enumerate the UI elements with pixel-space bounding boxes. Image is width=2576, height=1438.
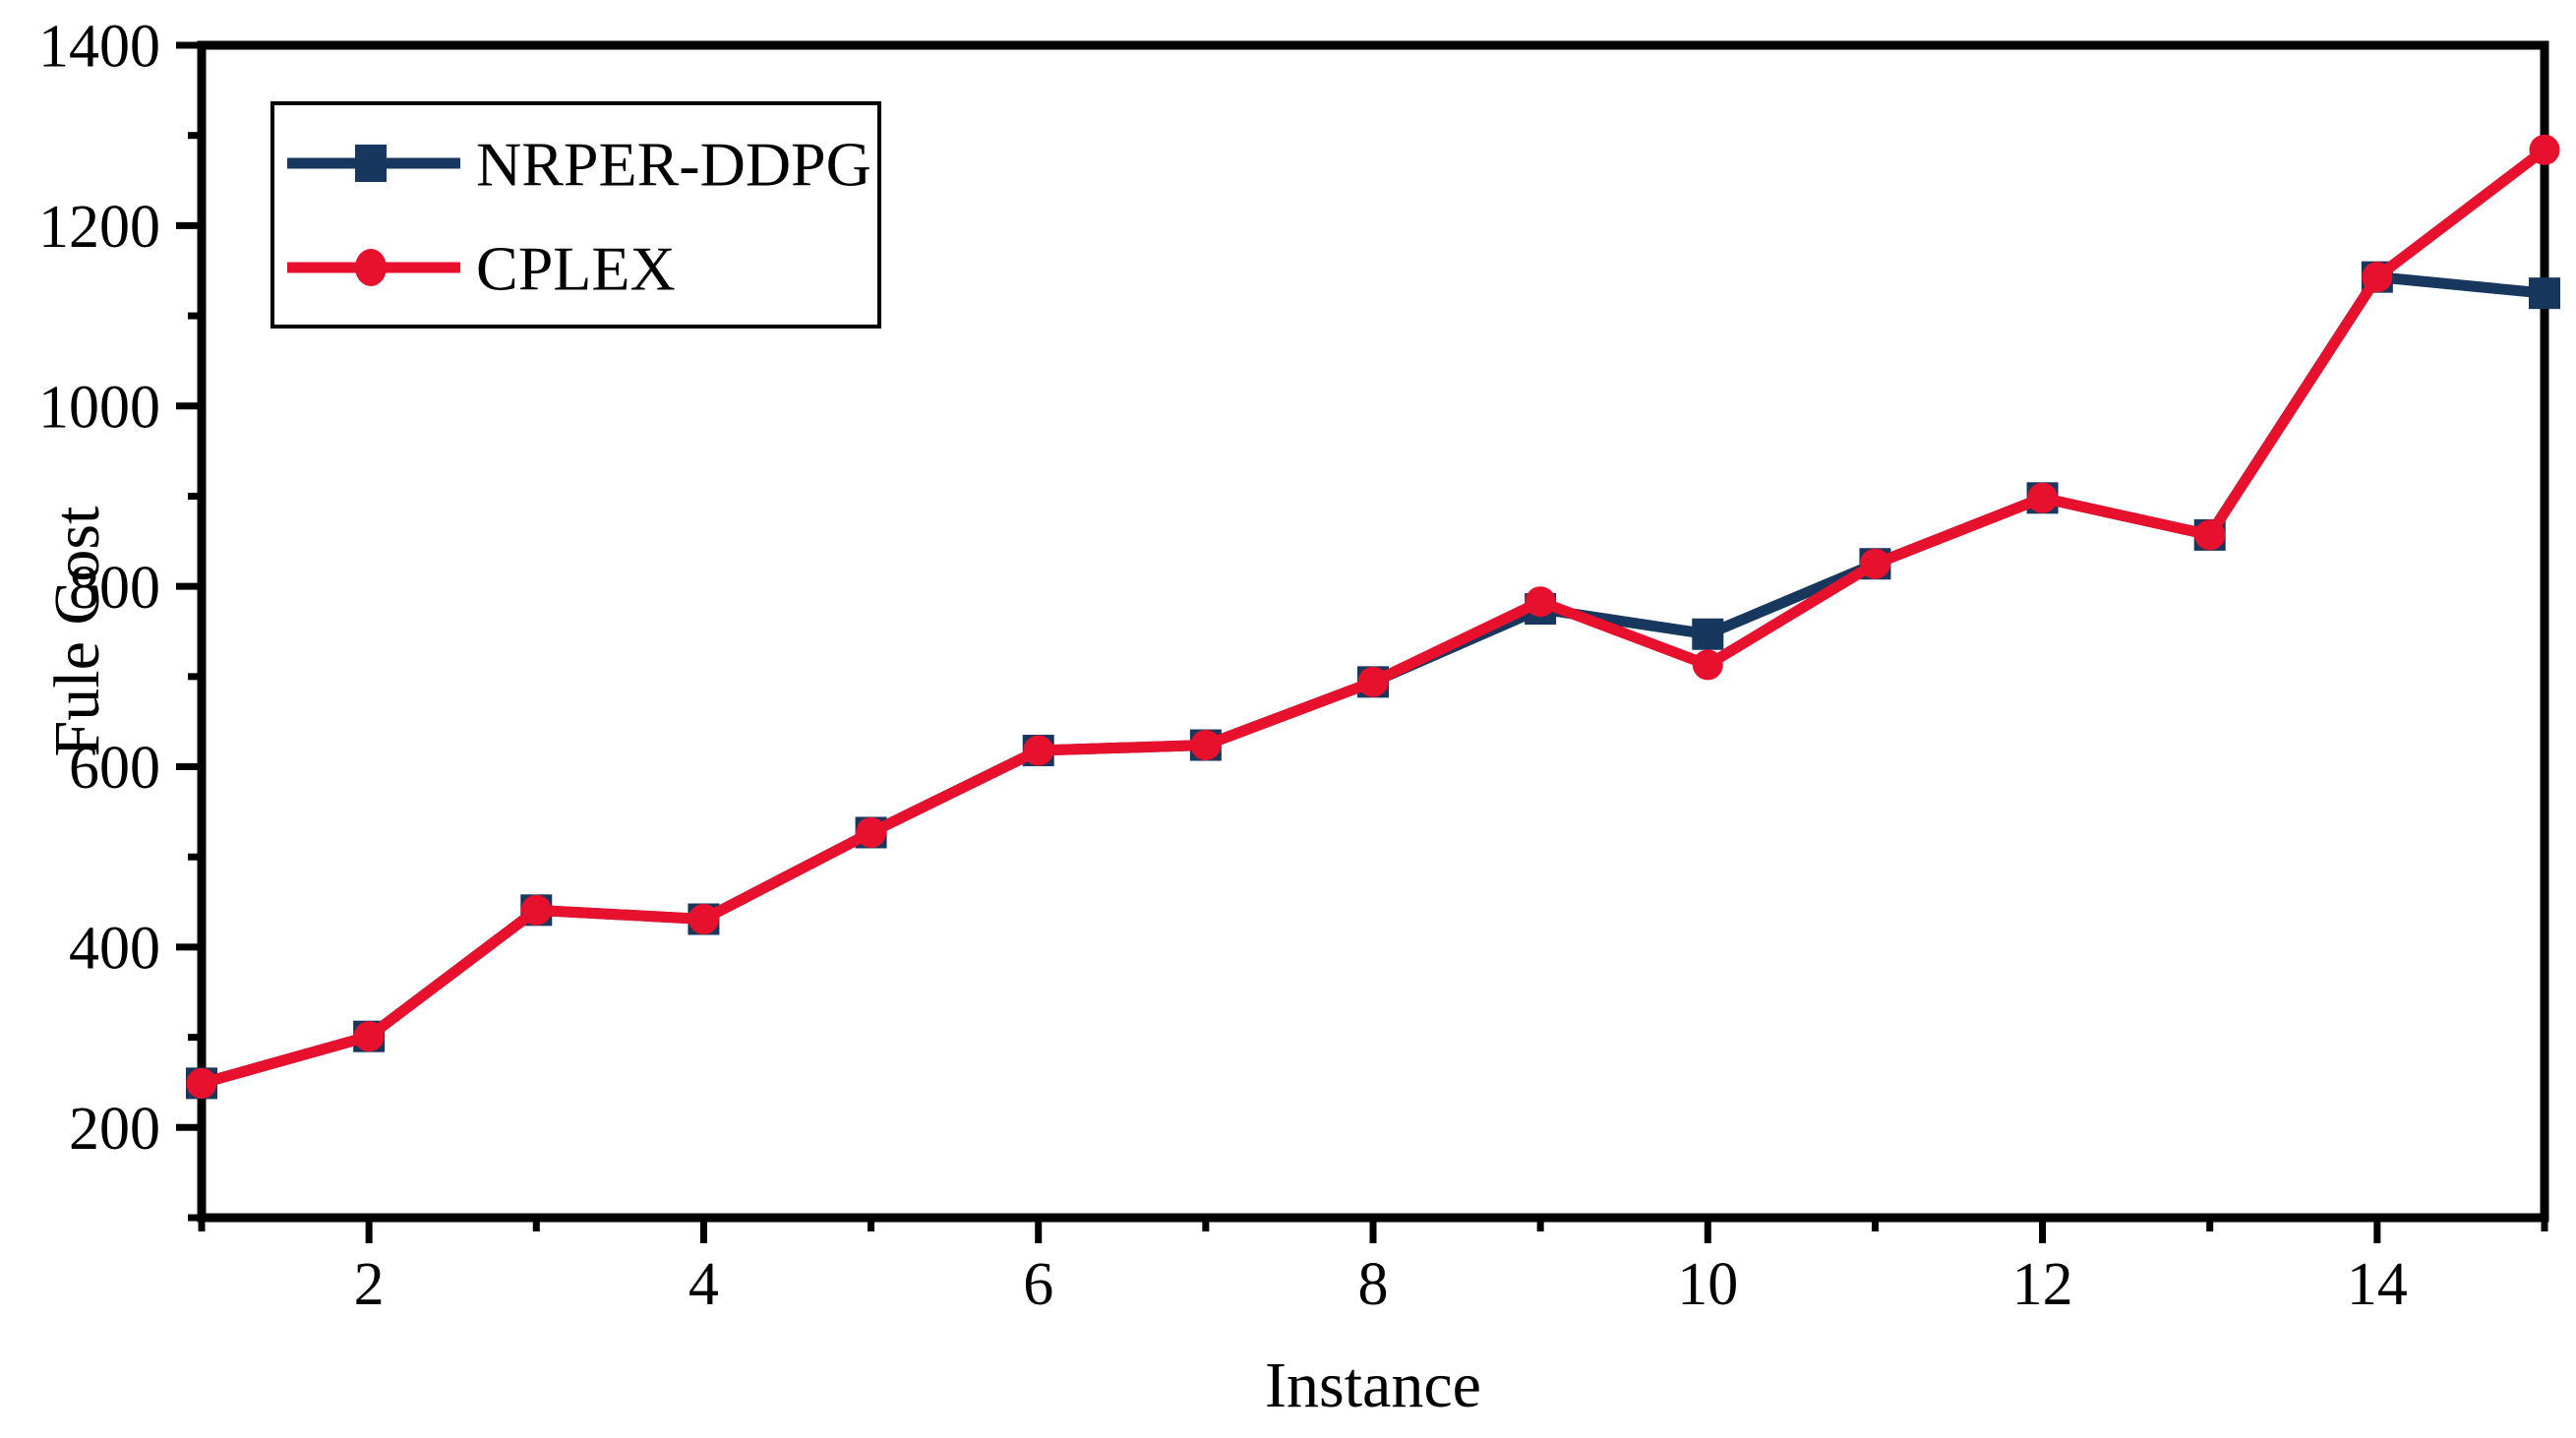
x-axis-tick-label: 14 bbox=[2347, 1251, 2408, 1318]
y-axis-tick-label: 600 bbox=[69, 735, 160, 802]
x-axis-tick-label: 4 bbox=[689, 1251, 719, 1318]
x-axis-tick-label: 12 bbox=[2012, 1251, 2073, 1318]
data-point-marker-circle bbox=[688, 903, 719, 934]
data-point-marker-circle bbox=[2194, 519, 2226, 551]
y-axis-tick-label: 400 bbox=[69, 916, 160, 983]
y-axis-tick-label: 1400 bbox=[38, 14, 160, 81]
y-axis-tick-label: 1200 bbox=[38, 194, 160, 261]
x-axis-tick-label: 8 bbox=[1358, 1251, 1389, 1318]
legend-item-cplex: CPLEX bbox=[287, 233, 676, 303]
data-point-marker-circle bbox=[856, 816, 887, 848]
legend-item-nrper-ddpg: NRPER-DDPG bbox=[287, 129, 871, 199]
x-axis-tick-label: 6 bbox=[1023, 1251, 1053, 1318]
x-axis-tick-label: 2 bbox=[354, 1251, 385, 1318]
legend-label: CPLEX bbox=[476, 233, 676, 303]
legend-square-marker-icon bbox=[355, 145, 387, 182]
data-point-marker-circle bbox=[1692, 649, 1723, 681]
data-point-marker-square bbox=[1692, 618, 1724, 650]
data-point-marker-circle bbox=[1023, 735, 1054, 766]
data-point-marker-circle bbox=[2529, 134, 2560, 165]
legend-circle-marker-icon bbox=[355, 249, 387, 286]
data-point-marker-circle bbox=[2027, 482, 2059, 513]
data-point-marker-circle bbox=[1859, 548, 1890, 579]
data-point-marker-circle bbox=[2362, 262, 2393, 293]
x-axis-title: Instance bbox=[1265, 1349, 1481, 1421]
data-point-marker-circle bbox=[1525, 586, 1556, 618]
x-axis-tick-label: 10 bbox=[1677, 1251, 1738, 1318]
legend-label: NRPER-DDPG bbox=[476, 129, 871, 199]
y-axis-title: Fule Cost bbox=[41, 507, 113, 757]
y-axis-tick-label: 800 bbox=[69, 555, 160, 622]
y-axis-tick-label: 1000 bbox=[38, 374, 160, 441]
data-point-marker-circle bbox=[186, 1067, 217, 1099]
data-point-marker-circle bbox=[353, 1021, 385, 1052]
data-point-marker-circle bbox=[1190, 730, 1222, 761]
y-axis-tick-label: 200 bbox=[69, 1096, 160, 1163]
data-point-marker-circle bbox=[520, 894, 552, 926]
data-point-marker-circle bbox=[1357, 666, 1389, 697]
legend-box bbox=[270, 101, 881, 329]
data-point-marker-square bbox=[2529, 277, 2560, 310]
legend: NRPER-DDPG CPLEX bbox=[270, 101, 881, 329]
